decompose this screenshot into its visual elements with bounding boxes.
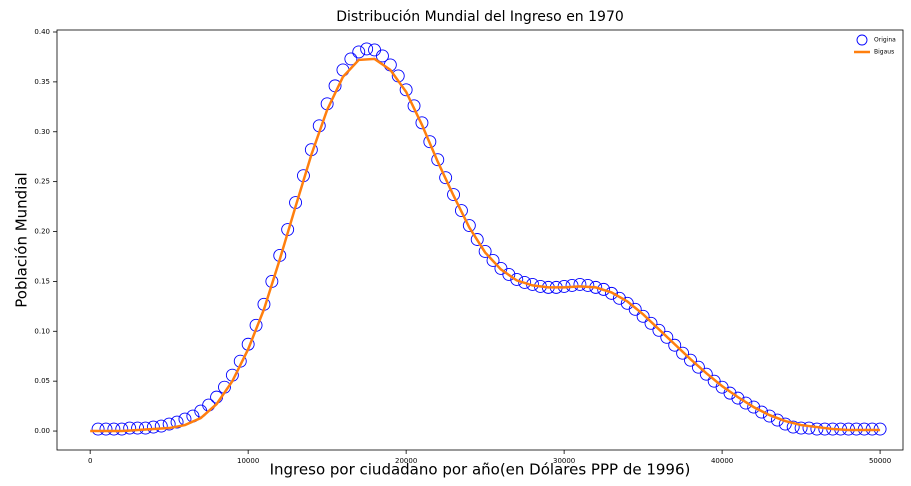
legend-marker bbox=[856, 34, 868, 46]
legend-label: Bigaus bbox=[874, 49, 894, 56]
y-tick-label: 0.15 bbox=[34, 277, 50, 285]
y-tick-label: 0.00 bbox=[34, 427, 50, 435]
data-point bbox=[731, 391, 745, 405]
data-point bbox=[518, 275, 532, 289]
y-tick-label: 0.30 bbox=[34, 128, 50, 136]
y-axis-label: Población Mundial bbox=[13, 172, 31, 307]
data-point bbox=[739, 396, 753, 410]
x-tick-label: 10000 bbox=[237, 457, 259, 465]
x-tick-label: 50000 bbox=[869, 457, 891, 465]
data-point bbox=[431, 153, 445, 167]
data-point bbox=[612, 291, 626, 305]
data-point bbox=[573, 277, 587, 291]
data-point bbox=[360, 42, 374, 56]
data-point bbox=[691, 360, 705, 374]
data-point bbox=[644, 316, 658, 330]
data-point bbox=[131, 421, 145, 435]
plot-frame bbox=[56, 29, 904, 451]
y-tick-label: 0.05 bbox=[34, 377, 50, 385]
data-point bbox=[652, 323, 666, 337]
data-point bbox=[99, 422, 113, 436]
data-point bbox=[439, 171, 453, 185]
data-point bbox=[778, 417, 792, 431]
data-point bbox=[486, 254, 500, 267]
data-point bbox=[123, 421, 137, 435]
data-point bbox=[684, 353, 697, 367]
data-point bbox=[115, 422, 129, 436]
data-point bbox=[478, 245, 492, 258]
data-point bbox=[502, 267, 516, 281]
fit-line bbox=[90, 57, 881, 433]
data-point bbox=[415, 116, 429, 130]
data-point bbox=[91, 422, 105, 436]
data-point bbox=[605, 286, 618, 300]
data-point bbox=[755, 405, 769, 419]
legend-label: Origina bbox=[874, 37, 896, 44]
data-point bbox=[747, 400, 761, 414]
data-point bbox=[399, 83, 413, 97]
data-point bbox=[146, 420, 160, 434]
data-point bbox=[107, 422, 121, 436]
data-point bbox=[447, 188, 460, 202]
y-tick-label: 0.20 bbox=[34, 228, 50, 236]
data-point bbox=[676, 346, 690, 360]
data-point bbox=[510, 272, 524, 286]
data-point bbox=[699, 367, 713, 381]
data-point bbox=[368, 43, 381, 57]
data-point bbox=[794, 421, 808, 435]
data-point bbox=[462, 219, 476, 232]
y-tick-label: 0.10 bbox=[34, 327, 50, 335]
data-point bbox=[454, 204, 468, 218]
data-point bbox=[162, 417, 176, 431]
data-point bbox=[352, 45, 366, 59]
data-point bbox=[786, 420, 800, 434]
data-point bbox=[597, 282, 611, 296]
data-point bbox=[423, 135, 437, 149]
x-tick-label: 30000 bbox=[553, 457, 575, 465]
x-tick-label: 0 bbox=[88, 457, 92, 465]
data-point bbox=[375, 49, 389, 63]
data-point bbox=[170, 415, 184, 429]
x-axis-label: Ingreso por ciudadano por año(en Dólares… bbox=[270, 461, 691, 479]
data-point bbox=[723, 386, 737, 400]
data-point bbox=[344, 52, 358, 66]
x-tick-label: 20000 bbox=[395, 457, 417, 465]
data-point bbox=[636, 309, 650, 323]
chart-title: Distribución Mundial del Ingreso en 1970 bbox=[336, 9, 624, 25]
data-point bbox=[202, 398, 216, 412]
x-tick-label: 40000 bbox=[711, 457, 733, 465]
data-point bbox=[668, 338, 682, 352]
data-point bbox=[154, 419, 168, 433]
y-tick-label: 0.25 bbox=[34, 178, 50, 186]
data-point bbox=[470, 233, 484, 246]
data-point bbox=[628, 302, 642, 316]
data-point bbox=[660, 330, 674, 344]
data-point bbox=[407, 99, 421, 113]
y-tick-label: 0.35 bbox=[34, 78, 50, 86]
y-tick-label: 0.40 bbox=[34, 28, 50, 36]
